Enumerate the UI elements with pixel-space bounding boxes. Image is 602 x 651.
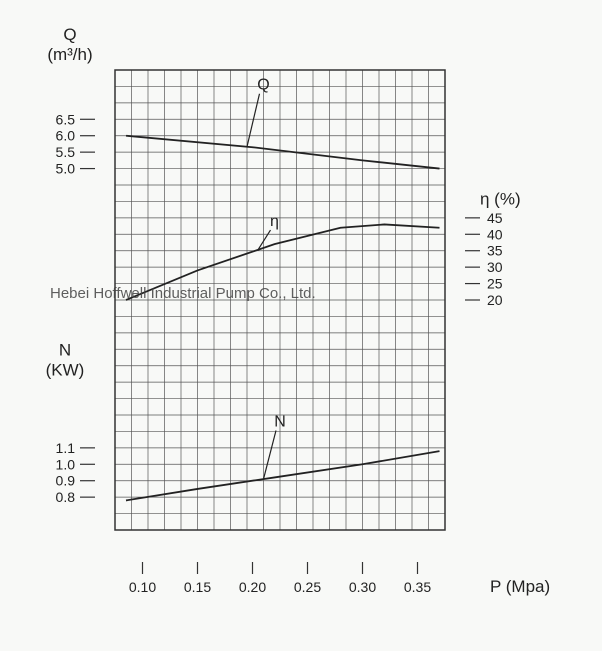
svg-text:5.5: 5.5 — [56, 144, 76, 160]
svg-text:1.0: 1.0 — [56, 456, 76, 472]
svg-text:η (%): η (%) — [480, 189, 521, 208]
svg-text:35: 35 — [487, 243, 503, 259]
svg-text:0.10: 0.10 — [129, 579, 156, 595]
svg-text:Q: Q — [63, 25, 76, 44]
svg-text:(KW): (KW) — [46, 361, 85, 380]
svg-text:0.9: 0.9 — [56, 473, 76, 489]
svg-text:0.15: 0.15 — [184, 579, 211, 595]
svg-text:25: 25 — [487, 276, 503, 292]
svg-text:P (Mpa): P (Mpa) — [490, 577, 550, 596]
svg-text:N: N — [274, 414, 286, 431]
svg-text:45: 45 — [487, 210, 503, 226]
chart-svg: 0.100.150.200.250.300.35P (Mpa)Q(m³/h)5.… — [0, 0, 602, 651]
svg-text:Hebei Hoffwell Industrial Pump: Hebei Hoffwell Industrial Pump Co., Ltd. — [50, 285, 316, 302]
svg-text:0.20: 0.20 — [239, 579, 266, 595]
svg-text:0.25: 0.25 — [294, 579, 321, 595]
svg-text:40: 40 — [487, 226, 503, 242]
svg-text:20: 20 — [487, 292, 503, 308]
svg-text:6.5: 6.5 — [56, 111, 76, 127]
svg-text:0.8: 0.8 — [56, 489, 76, 505]
svg-text:0.35: 0.35 — [404, 579, 431, 595]
svg-text:N: N — [59, 341, 71, 360]
pump-performance-chart: 0.100.150.200.250.300.35P (Mpa)Q(m³/h)5.… — [0, 0, 602, 651]
svg-text:1.1: 1.1 — [56, 440, 76, 456]
svg-text:η: η — [270, 213, 279, 230]
svg-text:30: 30 — [487, 259, 503, 275]
svg-text:0.30: 0.30 — [349, 579, 376, 595]
svg-text:5.0: 5.0 — [56, 161, 76, 177]
svg-text:(m³/h): (m³/h) — [47, 45, 92, 64]
svg-text:6.0: 6.0 — [56, 128, 76, 144]
svg-text:Q: Q — [257, 77, 269, 94]
